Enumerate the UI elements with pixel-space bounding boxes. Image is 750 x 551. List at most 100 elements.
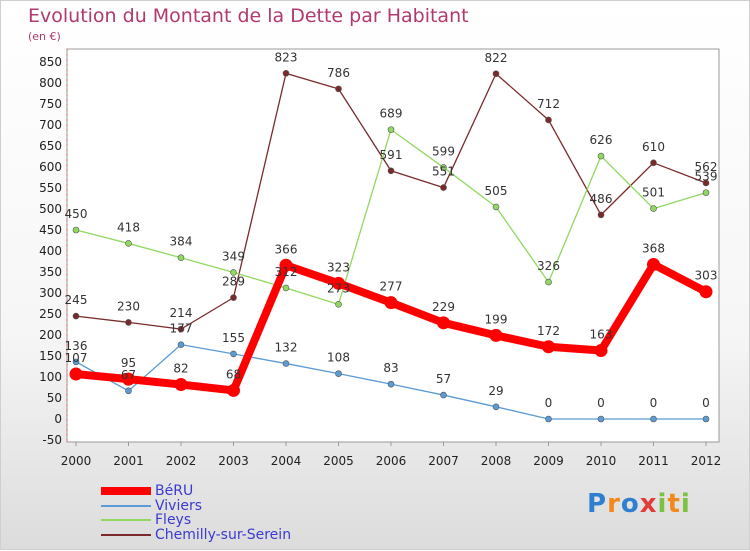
y-tick-label: 650	[39, 139, 62, 153]
x-tick-label: 2001	[113, 454, 144, 468]
data-labels: 107 95 82 68 366 323 277 229 199 172 163 368 303 136 6…	[65, 50, 718, 410]
data-label: 214	[170, 306, 193, 320]
y-tick-label: 850	[39, 55, 62, 69]
data-label: 349	[222, 249, 245, 263]
data-label: 384	[170, 235, 193, 249]
axes: -500501001502002503003504004505005506006…	[39, 48, 722, 468]
x-tick-label: 2009	[533, 454, 564, 468]
y-tick-label: 450	[39, 223, 62, 237]
data-point	[492, 70, 500, 78]
x-tick-label: 2002	[166, 454, 197, 468]
series-lines	[69, 70, 713, 423]
data-point	[177, 325, 185, 333]
data-point	[492, 203, 500, 211]
data-point	[174, 378, 188, 392]
logo-letter: r	[607, 489, 621, 519]
logo-letter: i	[680, 489, 691, 519]
data-label: 83	[383, 361, 398, 375]
data-point	[384, 296, 398, 310]
y-tick-label: 100	[39, 370, 62, 384]
data-label: 107	[65, 351, 88, 365]
data-label: 786	[327, 66, 350, 80]
data-point	[702, 189, 710, 196]
data-point	[230, 294, 237, 301]
y-tick-label: 0	[54, 412, 62, 426]
data-label: 273	[327, 281, 350, 295]
x-tick-label: 2010	[586, 454, 617, 468]
legend-item: Viviers	[101, 498, 291, 514]
data-point	[69, 367, 83, 381]
logo-letter: o	[620, 489, 640, 519]
data-label: 712	[537, 97, 560, 111]
legend-swatch	[101, 519, 151, 522]
legend-item: BéRU	[101, 483, 291, 499]
x-tick-label: 2008	[481, 454, 512, 468]
data-point	[437, 316, 450, 330]
data-point	[597, 211, 605, 219]
x-tick-label: 2012	[691, 454, 722, 468]
data-point	[650, 159, 657, 167]
legend-label: Fleys	[155, 512, 192, 529]
y-tick-label: 350	[39, 265, 62, 279]
data-point	[279, 258, 293, 272]
data-point	[122, 372, 135, 386]
x-tick-label: 2011	[638, 454, 669, 468]
logo-letter: P	[587, 489, 608, 519]
y-tick-label: 150	[39, 349, 62, 363]
legend-item: Chemilly-sur-Serein	[101, 526, 292, 543]
x-tick-label: 2004	[271, 454, 302, 468]
legend-label: Chemilly-sur-Serein	[155, 526, 292, 543]
y-tick-label: 800	[39, 76, 62, 90]
data-label: 591	[380, 148, 403, 162]
data-point	[542, 340, 555, 354]
data-label: 229	[432, 300, 455, 314]
y-tick-label: 700	[39, 118, 62, 132]
y-tick-label: 50	[47, 391, 62, 405]
data-point	[647, 257, 660, 271]
y-tick-label: 750	[39, 97, 62, 111]
x-tick-label: 2007	[428, 454, 459, 468]
data-point	[125, 240, 132, 247]
data-point	[650, 415, 657, 423]
legend-item: Fleys	[101, 512, 291, 529]
x-tick-label: 2006	[376, 454, 407, 468]
data-label: 626	[590, 133, 613, 147]
data-label: 326	[537, 259, 560, 273]
data-point	[72, 312, 80, 320]
data-label: 0	[650, 396, 658, 410]
data-label: 136	[65, 339, 88, 353]
data-label: 610	[642, 140, 665, 154]
data-label: 277	[380, 280, 403, 294]
logo-letter: x	[639, 489, 658, 519]
data-point	[597, 152, 605, 160]
data-label: 245	[65, 293, 88, 307]
data-point	[594, 344, 608, 358]
data-label: 82	[173, 362, 188, 376]
data-point	[492, 403, 500, 411]
data-point	[177, 341, 185, 348]
data-point	[230, 269, 237, 276]
chart-title: Evolution du Montant de la Dette par Hab…	[28, 5, 469, 27]
data-label: 539	[695, 170, 718, 184]
legend-swatch	[101, 504, 151, 507]
legend-swatch	[101, 487, 151, 496]
y-tick-label: 300	[39, 286, 62, 300]
data-label: 132	[275, 341, 298, 355]
data-label: 303	[695, 269, 718, 283]
data-point	[699, 285, 713, 299]
data-label: 366	[275, 242, 298, 256]
data-point	[332, 276, 345, 290]
data-label: 551	[432, 165, 455, 179]
data-point	[72, 358, 80, 366]
y-tick-label: -50	[42, 433, 62, 447]
data-label: 323	[327, 260, 350, 274]
y-tick-label: 550	[39, 181, 62, 195]
data-point	[702, 415, 710, 423]
x-tick-label: 2003	[218, 454, 249, 468]
data-point	[702, 179, 710, 187]
data-point	[387, 167, 395, 175]
data-label: 68	[226, 367, 241, 381]
data-label: 177	[170, 322, 193, 336]
data-point	[387, 380, 395, 388]
